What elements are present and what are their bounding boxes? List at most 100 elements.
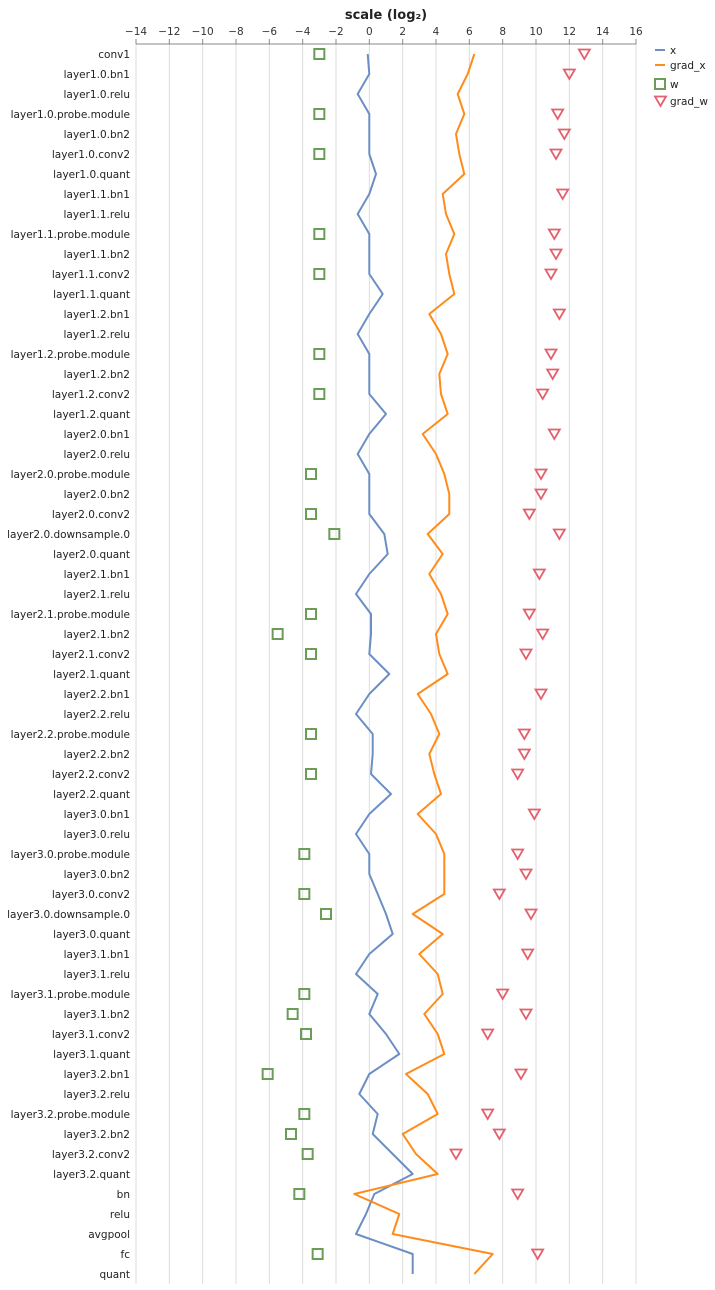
grad-w-point [495, 988, 510, 1001]
w-point [271, 628, 284, 640]
category-label: layer1.0.conv2 [52, 149, 130, 161]
category-label: layer2.2.bn1 [64, 689, 130, 701]
category-label: layer3.1.bn2 [64, 1009, 130, 1021]
category-label: layer2.0.relu [64, 449, 131, 461]
category-label: conv1 [98, 49, 130, 61]
x-tick-label: −8 [228, 26, 243, 38]
w-point [313, 268, 326, 280]
category-label: layer2.2.relu [64, 709, 131, 721]
legend-item-grad-x: grad_x [655, 60, 706, 72]
legend-item-w: w [654, 78, 679, 91]
x-tick-label: 6 [466, 26, 473, 38]
category-label: layer3.2.relu [64, 1089, 131, 1101]
grad-w-point [532, 568, 547, 581]
category-label: layer3.0.relu [64, 829, 131, 841]
legend-item-x: x [655, 45, 676, 57]
category-label: layer1.1.bn2 [64, 249, 130, 261]
w-point [305, 728, 317, 740]
legend-label: x [670, 45, 676, 57]
legend-label: w [670, 79, 679, 91]
w-point [301, 1148, 314, 1160]
grad-w-point [547, 428, 562, 441]
category-label: fc [121, 1249, 131, 1261]
x-tick-label: 10 [529, 26, 542, 38]
grad-w-point [535, 388, 550, 401]
grad-w-point [533, 488, 549, 501]
grad-w-point [543, 348, 559, 361]
category-label: layer1.0.bn1 [64, 69, 130, 81]
grad-w-point [555, 188, 570, 201]
category-label: layer3.2.bn1 [64, 1069, 130, 1081]
w-point [313, 228, 326, 240]
category-label: layer3.2.quant [53, 1169, 130, 1181]
category-label: quant [99, 1269, 130, 1281]
category-label: layer3.1.probe.module [11, 989, 130, 1001]
x-tick-label: 16 [629, 26, 643, 38]
category-label: layer3.0.downsample.0 [7, 909, 130, 921]
y-axis-category-labels: conv1 layer1.0.bn1 layer1.0.relu layer1.0.p… [7, 49, 130, 1281]
category-label: layer1.2.conv2 [52, 389, 130, 401]
category-label: layer2.1.relu [64, 589, 131, 601]
x-tick-label: −10 [192, 26, 214, 38]
grad-w-point [530, 1248, 545, 1261]
category-label: layer1.1.conv2 [52, 269, 130, 281]
grad-w-point [562, 68, 577, 81]
w-point [305, 648, 317, 660]
grad-w-point [518, 648, 534, 661]
w-point [305, 768, 317, 780]
x-axis-ticks: −14 −12 −10 −8 −6 −4 −2 0 2 4 6 8 10 12 14 16 [125, 26, 643, 45]
category-label: layer1.2.bn1 [64, 309, 130, 321]
grad-w-point [492, 1128, 507, 1141]
category-label: layer2.0.conv2 [52, 509, 130, 521]
grad-w-point [523, 908, 539, 921]
category-label: layer1.2.probe.module [11, 349, 130, 361]
grad-w-point [535, 628, 550, 641]
category-label: layer3.2.conv2 [52, 1149, 130, 1161]
category-label: avgpool [88, 1229, 130, 1241]
grad-w-point [527, 808, 542, 821]
category-label: layer2.0.quant [53, 549, 130, 561]
grad-w-point [543, 268, 559, 281]
grad-w-point [480, 1108, 495, 1121]
category-label: layer1.2.bn2 [64, 369, 130, 381]
grid [135, 44, 637, 1284]
x-tick-label: 4 [433, 26, 440, 38]
grad-w-point [520, 948, 535, 961]
grad-w-point [517, 728, 532, 741]
w-point [313, 48, 326, 60]
category-label: relu [110, 1209, 130, 1221]
legend-label: grad_x [670, 60, 706, 72]
x-tick-label: 12 [563, 26, 576, 38]
legend-item-grad-w: grad_w [653, 95, 708, 108]
w-point [305, 508, 317, 520]
w-point [298, 988, 311, 1000]
category-label: layer2.1.conv2 [52, 649, 130, 661]
legend-label: grad_w [670, 96, 708, 108]
category-label: layer1.0.quant [53, 169, 130, 181]
series-grad-w-points [448, 48, 592, 1261]
w-point [313, 348, 326, 360]
category-label: layer2.1.probe.module [11, 609, 130, 621]
grad-w-point [510, 768, 525, 781]
category-label: layer3.1.bn1 [64, 949, 130, 961]
category-label: layer2.2.quant [53, 789, 130, 801]
x-tick-label: 14 [596, 26, 610, 38]
category-label: layer2.1.bn2 [64, 629, 130, 641]
category-label: layer1.0.relu [64, 89, 131, 101]
category-label: layer3.2.bn2 [64, 1129, 130, 1141]
grad-w-point [577, 48, 592, 61]
category-label: layer3.2.probe.module [11, 1109, 130, 1121]
w-point [286, 1008, 299, 1020]
category-label: layer1.1.relu [64, 209, 131, 221]
grad-w-point [557, 128, 572, 141]
category-label: layer2.2.probe.module [11, 729, 130, 741]
w-point [313, 108, 326, 120]
w-point [261, 1068, 274, 1080]
category-label: layer2.2.bn2 [64, 749, 130, 761]
grad-w-point [522, 508, 537, 521]
series-line-path [355, 53, 414, 1274]
category-label: layer3.1.quant [53, 1049, 130, 1061]
grad-w-point [513, 1068, 529, 1081]
w-point [298, 1108, 311, 1120]
